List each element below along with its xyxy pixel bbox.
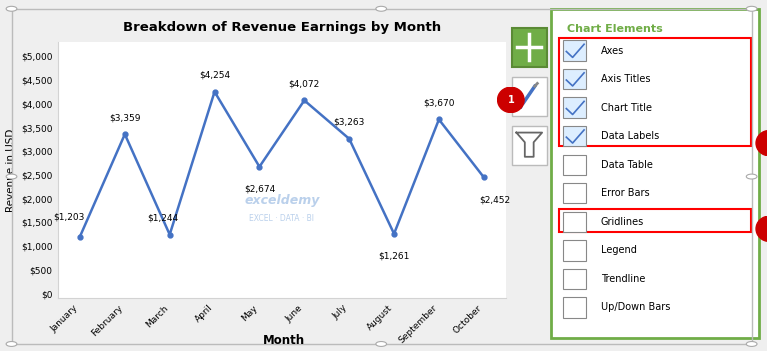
Text: 2: 2 [766, 138, 767, 148]
Text: $4,254: $4,254 [199, 71, 230, 80]
Text: Error Bars: Error Bars [601, 188, 650, 198]
Text: exceldemy: exceldemy [244, 194, 320, 207]
Circle shape [756, 216, 767, 241]
Text: 3: 3 [766, 224, 767, 234]
FancyBboxPatch shape [512, 77, 547, 116]
Text: $4,072: $4,072 [288, 79, 320, 88]
Bar [563, 297, 586, 318]
Text: Up/Down Bars: Up/Down Bars [601, 303, 670, 312]
Text: EXCEL · DATA · BI: EXCEL · DATA · BI [249, 214, 314, 224]
Bar [563, 212, 586, 232]
Text: Chart Title: Chart Title [601, 102, 652, 113]
Text: Trendline: Trendline [601, 274, 645, 284]
Bar [563, 269, 586, 289]
Title: Breakdown of Revenue Earnings by Month: Breakdown of Revenue Earnings by Month [123, 21, 441, 34]
Text: Axis Titles: Axis Titles [601, 74, 650, 84]
Bar [563, 154, 586, 175]
Text: 1: 1 [508, 95, 514, 105]
Text: Month: Month [263, 334, 304, 347]
Text: $1,261: $1,261 [378, 252, 410, 261]
Text: $1,203: $1,203 [53, 213, 84, 222]
Text: Axes: Axes [601, 46, 624, 55]
Bar [563, 40, 586, 61]
Bar [563, 126, 586, 146]
Text: $3,263: $3,263 [334, 118, 365, 127]
Text: Data Table: Data Table [601, 160, 653, 170]
FancyBboxPatch shape [512, 28, 547, 67]
Text: $3,670: $3,670 [423, 99, 455, 107]
Bar [563, 98, 586, 118]
Text: Gridlines: Gridlines [601, 217, 644, 227]
Bar [563, 240, 586, 260]
FancyBboxPatch shape [512, 126, 547, 165]
FancyBboxPatch shape [551, 9, 759, 338]
Bar [563, 69, 586, 89]
Text: Chart Elements: Chart Elements [568, 24, 663, 34]
Text: $2,452: $2,452 [479, 195, 511, 204]
Circle shape [498, 87, 524, 112]
Bar [563, 183, 586, 204]
Text: Legend: Legend [601, 245, 637, 256]
Y-axis label: Revenue in USD: Revenue in USD [5, 128, 15, 212]
Text: Data Labels: Data Labels [601, 131, 659, 141]
Text: $2,674: $2,674 [244, 185, 275, 194]
Text: $3,359: $3,359 [109, 113, 140, 122]
Circle shape [756, 131, 767, 156]
Text: $1,244: $1,244 [147, 214, 178, 223]
